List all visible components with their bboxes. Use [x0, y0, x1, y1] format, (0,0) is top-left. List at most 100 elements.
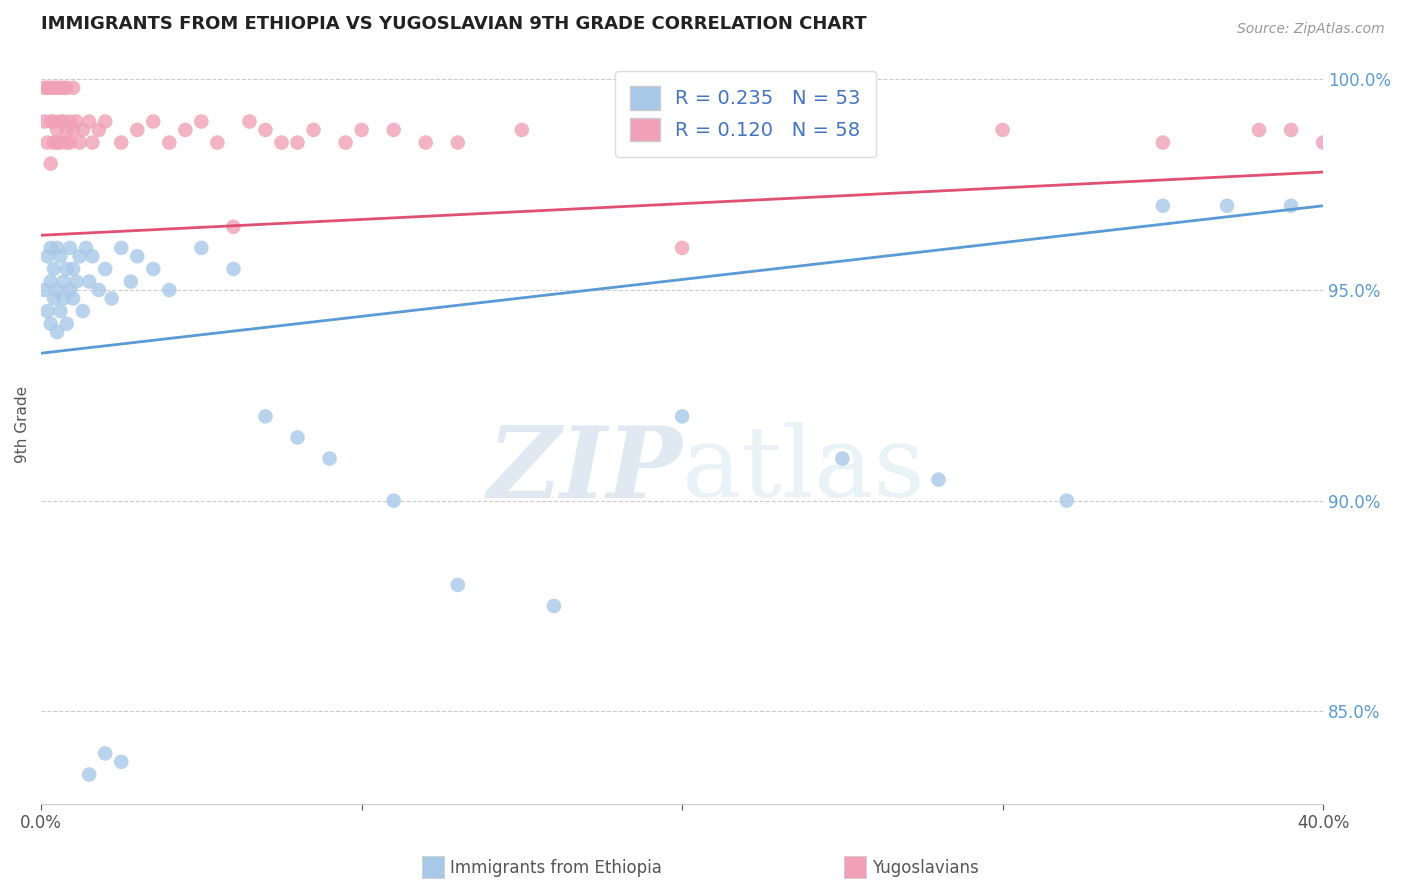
Point [1279, 123, 1302, 137]
Point [287, 136, 309, 150]
Point [671, 409, 693, 424]
Point [37, 136, 59, 150]
Point [49, 136, 72, 150]
Point [110, 136, 132, 150]
Point [55, 80, 77, 95]
Point [238, 114, 260, 128]
Point [222, 219, 245, 234]
Point [62, 262, 84, 277]
Point [831, 136, 853, 150]
Point [302, 123, 325, 137]
Point [110, 241, 132, 255]
Point [671, 241, 693, 255]
Point [72, 304, 94, 318]
Point [318, 451, 340, 466]
Point [350, 123, 373, 137]
Point [46, 325, 69, 339]
Point [52, 292, 75, 306]
Point [174, 123, 197, 137]
Point [254, 123, 277, 137]
Point [52, 80, 75, 95]
Point [42, 136, 65, 150]
Point [49, 80, 72, 95]
Point [190, 114, 212, 128]
Point [75, 241, 97, 255]
Point [157, 136, 180, 150]
Point [34, 283, 56, 297]
Point [77, 275, 100, 289]
Point [543, 599, 565, 613]
Point [270, 136, 292, 150]
Point [42, 262, 65, 277]
Point [37, 249, 59, 263]
Point [46, 283, 69, 297]
Text: IMMIGRANTS FROM ETHIOPIA VS YUGOSLAVIAN 9TH GRADE CORRELATION CHART: IMMIGRANTS FROM ETHIOPIA VS YUGOSLAVIAN … [41, 15, 866, 33]
Point [94, 747, 117, 761]
Point [222, 262, 245, 277]
Point [1152, 199, 1174, 213]
Y-axis label: 9th Grade: 9th Grade [15, 386, 30, 463]
Point [62, 123, 84, 137]
Point [59, 136, 82, 150]
Point [82, 249, 104, 263]
Point [55, 317, 77, 331]
Point [77, 767, 100, 781]
Point [49, 249, 72, 263]
Point [77, 114, 100, 128]
Point [510, 123, 533, 137]
Point [157, 283, 180, 297]
Point [55, 262, 77, 277]
Point [254, 409, 277, 424]
Point [46, 136, 69, 150]
Point [991, 123, 1014, 137]
Text: ZIP: ZIP [486, 422, 682, 518]
Point [62, 80, 84, 95]
Point [34, 80, 56, 95]
Point [94, 262, 117, 277]
Point [55, 136, 77, 150]
Point [39, 80, 62, 95]
Point [46, 123, 69, 137]
Point [447, 136, 470, 150]
Point [207, 136, 229, 150]
Legend: R = 0.235   N = 53, R = 0.120   N = 58: R = 0.235 N = 53, R = 0.120 N = 58 [614, 70, 876, 157]
Point [59, 283, 82, 297]
Point [94, 114, 117, 128]
Point [287, 430, 309, 444]
Point [1216, 199, 1239, 213]
Point [39, 275, 62, 289]
Point [831, 451, 853, 466]
Point [39, 156, 62, 170]
Point [59, 114, 82, 128]
Point [415, 136, 437, 150]
Point [1152, 136, 1174, 150]
Point [190, 241, 212, 255]
Point [1056, 493, 1078, 508]
Point [382, 493, 405, 508]
Point [55, 123, 77, 137]
Point [65, 114, 87, 128]
Text: atlas: atlas [682, 423, 925, 518]
Point [49, 304, 72, 318]
Text: Source: ZipAtlas.com: Source: ZipAtlas.com [1237, 22, 1385, 37]
Point [127, 123, 149, 137]
Point [928, 473, 950, 487]
Point [52, 114, 75, 128]
Text: Immigrants from Ethiopia: Immigrants from Ethiopia [450, 859, 662, 877]
Point [37, 80, 59, 95]
Point [72, 123, 94, 137]
Point [39, 241, 62, 255]
Point [1247, 123, 1270, 137]
Point [46, 80, 69, 95]
Point [42, 80, 65, 95]
Point [42, 292, 65, 306]
Point [39, 114, 62, 128]
Point [42, 114, 65, 128]
Point [142, 114, 165, 128]
Point [110, 755, 132, 769]
Point [87, 283, 110, 297]
Point [87, 123, 110, 137]
Point [69, 249, 91, 263]
Point [100, 292, 122, 306]
Point [65, 275, 87, 289]
